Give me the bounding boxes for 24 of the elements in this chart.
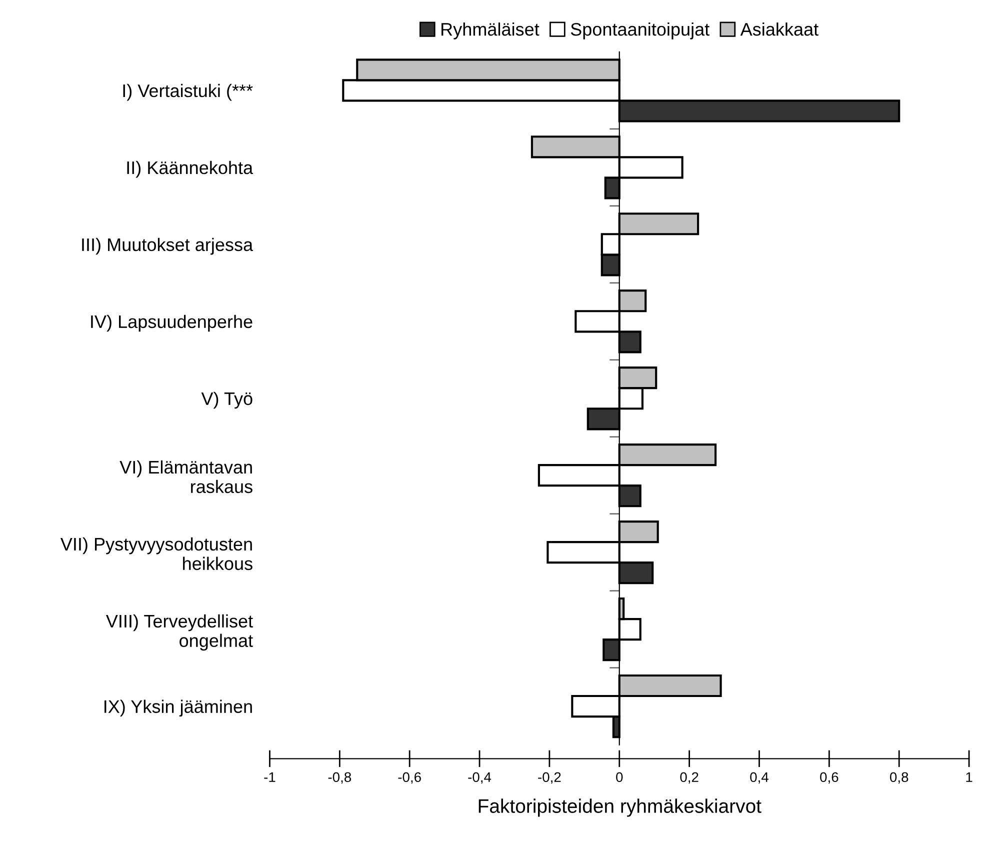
x-tick-label: -0,8 [328,772,352,784]
y-tick-label: IV) Lapsuudenperhe [91,314,252,332]
y-tick-label: IX) Yksin jääminen [104,700,252,717]
legend-label: Asiakkaat [740,22,818,36]
x-tick-label: -0,6 [398,772,421,784]
x-tick-label: 0 [616,772,623,782]
y-tick-label: VII) Pystyvyysodotusten heikkous [60,537,252,570]
x-tick-label: 1 [966,772,972,782]
x-tick-label: 0,2 [680,772,698,784]
y-tick-label: III) Muutokset arjessa [82,238,254,255]
y-tick-label: II) Käännekohta [127,160,254,178]
x-tick-label: 0,6 [820,772,838,784]
x-tick-label: -1 [264,772,276,782]
y-tick-label: V) Työ [201,392,252,409]
x-tick-label: -0,4 [468,772,492,784]
x-tick-label: -0,2 [538,772,561,784]
y-tick-label: I) Vertaistuki (*** [123,84,253,101]
x-tick-label: 0,8 [890,772,908,784]
legend-label: Ryhmäläiset [442,22,540,40]
x-axis-title: Faktoripisteiden ryhmäkeskiarvot [478,798,762,817]
y-tick-label: VIII) Terveydelliset ongelmat [106,614,253,651]
x-tick-label: 0,4 [750,772,768,784]
legend-label: Spontaanitoipujat [570,22,710,40]
y-tick-label: VI) Elämäntavan raskaus [120,460,252,494]
